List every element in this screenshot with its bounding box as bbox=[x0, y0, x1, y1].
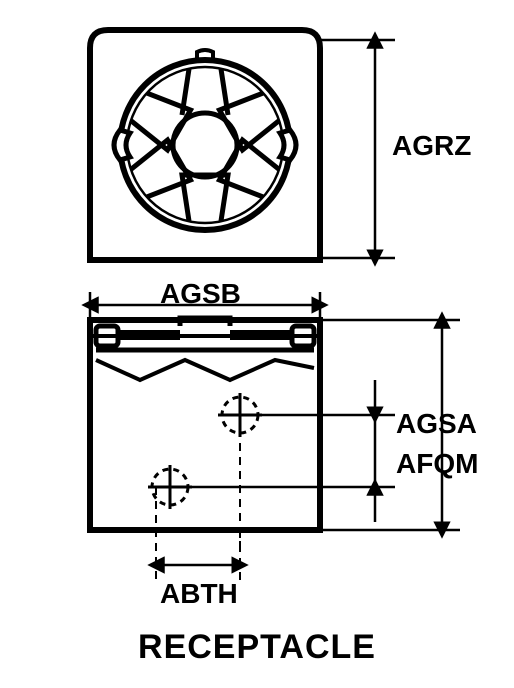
diagram-canvas: AGRZ AGSB AGSA AFQM ABTH RECEPTACLE bbox=[0, 0, 514, 688]
diagram-svg bbox=[0, 0, 514, 688]
label-agsb: AGSB bbox=[160, 278, 241, 310]
label-agsa: AGSA bbox=[396, 408, 477, 440]
diagram-title: RECEPTACLE bbox=[100, 628, 414, 667]
top-view bbox=[90, 30, 320, 260]
dim-agrz bbox=[320, 40, 395, 258]
label-abth: ABTH bbox=[160, 578, 238, 610]
label-afqm: AFQM bbox=[396, 448, 478, 480]
dim-afqm bbox=[188, 380, 395, 522]
side-view bbox=[90, 318, 320, 585]
label-agrz: AGRZ bbox=[392, 130, 471, 162]
